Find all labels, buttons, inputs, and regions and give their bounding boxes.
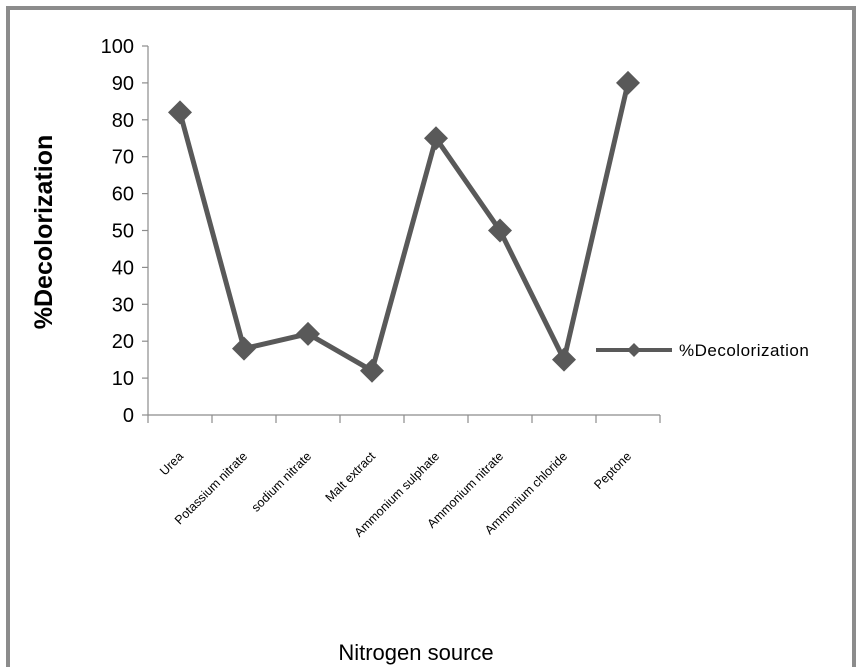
y-ticks: 0 10 20 30 40 50 60 70 80 90 100: [101, 36, 148, 427]
series-layer: [168, 70, 640, 383]
series-line: [177, 82, 631, 375]
y-tick-label: 20: [112, 331, 134, 353]
y-tick-label: 50: [112, 221, 134, 243]
y-tick-label: 70: [112, 147, 134, 169]
y-tick-label: 90: [112, 73, 134, 95]
y-tick-label: 30: [112, 294, 134, 316]
data-point-0: [168, 100, 192, 125]
data-point-5: [488, 218, 512, 243]
x-ticks: [147, 415, 661, 423]
y-axis-label: %Decolorization: [30, 135, 58, 329]
y-tick-label: 40: [112, 257, 134, 279]
category-label: Peptone: [591, 449, 634, 492]
y-tick-label: 0: [123, 405, 134, 427]
legend-marker: [627, 343, 641, 357]
x-axis-label: Nitrogen source: [338, 640, 493, 665]
data-point-4: [424, 126, 448, 151]
category-label: sodium nitrate: [249, 449, 314, 514]
y-tick-label: 60: [112, 184, 134, 206]
data-point-7: [616, 70, 640, 95]
data-point-3: [360, 358, 384, 383]
category-label: Malt extract: [323, 449, 379, 505]
y-tick-label: 10: [112, 368, 134, 390]
category-label: Urea: [157, 449, 186, 478]
data-point-6: [552, 347, 576, 372]
legend-label: %Decolorization: [679, 341, 809, 360]
legend: %Decolorization: [596, 341, 809, 360]
y-tick-label: 100: [101, 36, 134, 58]
data-point-2: [296, 321, 320, 346]
chart-border: [6, 6, 856, 667]
y-tick-label: 80: [112, 110, 134, 132]
data-point-1: [232, 336, 256, 361]
